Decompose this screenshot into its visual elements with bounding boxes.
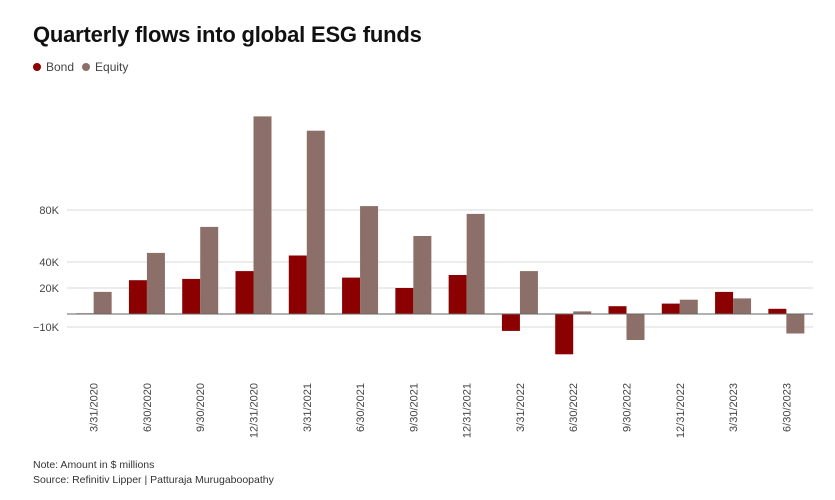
x-tick-label: 3/31/2020: [89, 383, 101, 432]
bar-chart: 80K 40K 20K −10K 3/31/2020 6/30/2020 9/30/2020…: [0, 0, 835, 460]
x-tick-label: 3/31/2021: [302, 383, 314, 432]
bar-equity: [627, 314, 645, 340]
bar-equity: [147, 253, 165, 314]
bar-bond: [502, 314, 520, 331]
bar-equity: [733, 298, 751, 314]
bar-bond: [768, 309, 786, 314]
bar-bond: [129, 280, 147, 314]
x-tick-label: 12/31/2021: [462, 383, 474, 438]
x-tick-label: 6/30/2020: [142, 383, 154, 432]
bar-bond: [289, 256, 307, 315]
bar-equity: [94, 292, 112, 314]
bar-equity: [307, 131, 325, 314]
x-tick-label: 6/30/2021: [355, 383, 367, 432]
bar-bond: [609, 306, 627, 314]
bar-equity: [467, 214, 485, 314]
bar-bond: [395, 288, 413, 314]
bar-bond: [715, 292, 733, 314]
bar-equity: [520, 271, 538, 314]
y-tick-label: 20K: [39, 283, 59, 295]
x-tick-label: 6/30/2023: [781, 383, 793, 432]
bar-equity: [360, 206, 378, 314]
x-tick-label: 9/30/2022: [622, 383, 634, 432]
x-tick-label: 3/31/2023: [728, 383, 740, 432]
bar-equity: [254, 116, 272, 314]
bar-bond: [236, 271, 254, 314]
note-text: Note: Amount in $ millions: [33, 458, 274, 473]
x-tick-label: 12/31/2022: [675, 383, 687, 438]
bar-equity: [200, 227, 218, 314]
y-tick-label: 80K: [39, 205, 59, 217]
bar-equity: [786, 314, 804, 334]
bar-bond: [449, 275, 467, 314]
y-tick-label: −10K: [33, 322, 60, 334]
y-tick-label: 40K: [39, 257, 59, 269]
x-tick-label: 9/30/2020: [195, 383, 207, 432]
chart-notes: Note: Amount in $ millions Source: Refin…: [33, 458, 274, 488]
bar-bond: [555, 314, 573, 354]
bar-equity: [680, 300, 698, 314]
x-tick-label: 6/30/2022: [568, 383, 580, 432]
bar-bond: [662, 304, 680, 314]
bar-equity: [413, 236, 431, 314]
bar-bond: [342, 278, 360, 314]
source-text: Source: Refinitiv Lipper | Patturaja Mur…: [33, 473, 274, 488]
x-tick-label: 3/31/2022: [515, 383, 527, 432]
x-tick-label: 9/30/2021: [408, 383, 420, 432]
x-tick-label: 12/31/2020: [249, 383, 261, 438]
bar-bond: [182, 279, 200, 314]
